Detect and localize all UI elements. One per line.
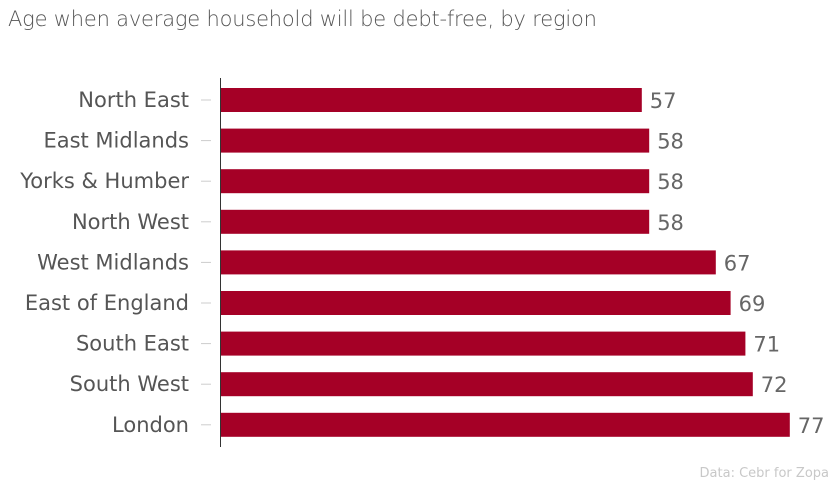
category-label: North East	[78, 88, 189, 112]
bar	[221, 169, 650, 194]
chart-title: Age when average household will be debt-…	[8, 7, 597, 31]
bar	[221, 331, 746, 356]
bar	[221, 209, 650, 234]
bar	[221, 291, 731, 315]
bar	[221, 250, 716, 275]
category-label: East of England	[25, 291, 189, 315]
bar	[221, 88, 642, 112]
data-label: 71	[753, 333, 780, 357]
data-label: 58	[657, 211, 684, 235]
category-label: North West	[72, 210, 189, 234]
data-label: 67	[724, 251, 751, 275]
category-label: London	[112, 413, 189, 437]
category-label: South West	[70, 372, 189, 396]
data-label: 58	[657, 130, 684, 154]
data-label: 77	[798, 414, 825, 438]
data-label: 69	[739, 292, 766, 316]
category-label: South East	[76, 332, 189, 356]
bar	[221, 372, 753, 397]
category-label: Yorks & Humber	[19, 169, 189, 193]
data-label: 72	[761, 373, 788, 397]
data-label: 58	[657, 170, 684, 194]
source-note: Data: Cebr for Zopa	[699, 466, 829, 481]
data-label: 57	[650, 89, 677, 113]
bar	[221, 412, 790, 437]
category-label: East Midlands	[43, 129, 189, 153]
bar	[221, 128, 650, 153]
category-label: West Midlands	[37, 250, 189, 274]
